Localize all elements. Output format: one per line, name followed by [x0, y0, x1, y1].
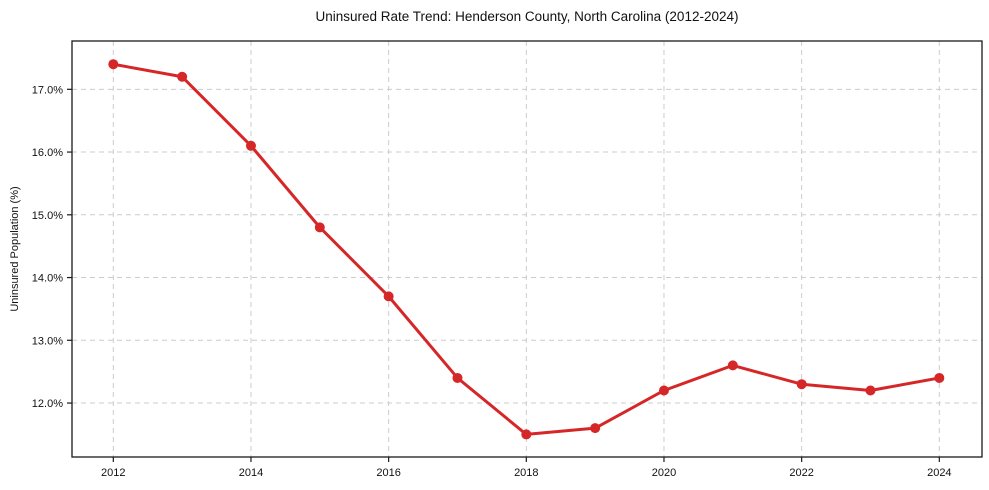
data-point [727, 360, 738, 371]
data-point [521, 429, 532, 440]
plot-border [71, 40, 983, 458]
data-point [383, 291, 394, 302]
x-tick-label: 2024 [927, 467, 951, 479]
data-point [245, 140, 256, 151]
x-tick-label: 2016 [376, 467, 400, 479]
data-point [865, 385, 876, 396]
y-tick-label: 13.0% [32, 335, 63, 347]
data-point [452, 372, 463, 383]
data-point [108, 59, 119, 70]
y-tick-label: 15.0% [32, 210, 63, 222]
y-tick-label: 17.0% [32, 84, 63, 96]
y-tick-label: 14.0% [32, 273, 63, 285]
data-point [177, 71, 188, 82]
data-point [796, 379, 807, 390]
chart-title: Uninsured Rate Trend: Henderson County, … [315, 9, 739, 24]
y-tick-label: 16.0% [32, 147, 63, 159]
x-tick-label: 2014 [239, 467, 263, 479]
data-point [314, 222, 325, 233]
x-tick-label: 2022 [789, 467, 813, 479]
x-tick-label: 2018 [514, 467, 538, 479]
data-point [658, 385, 669, 396]
data-point [590, 423, 601, 434]
x-tick-label: 2020 [652, 467, 676, 479]
x-tick-label: 2012 [101, 467, 125, 479]
data-point [934, 372, 945, 383]
y-tick-label: 12.0% [32, 398, 63, 410]
